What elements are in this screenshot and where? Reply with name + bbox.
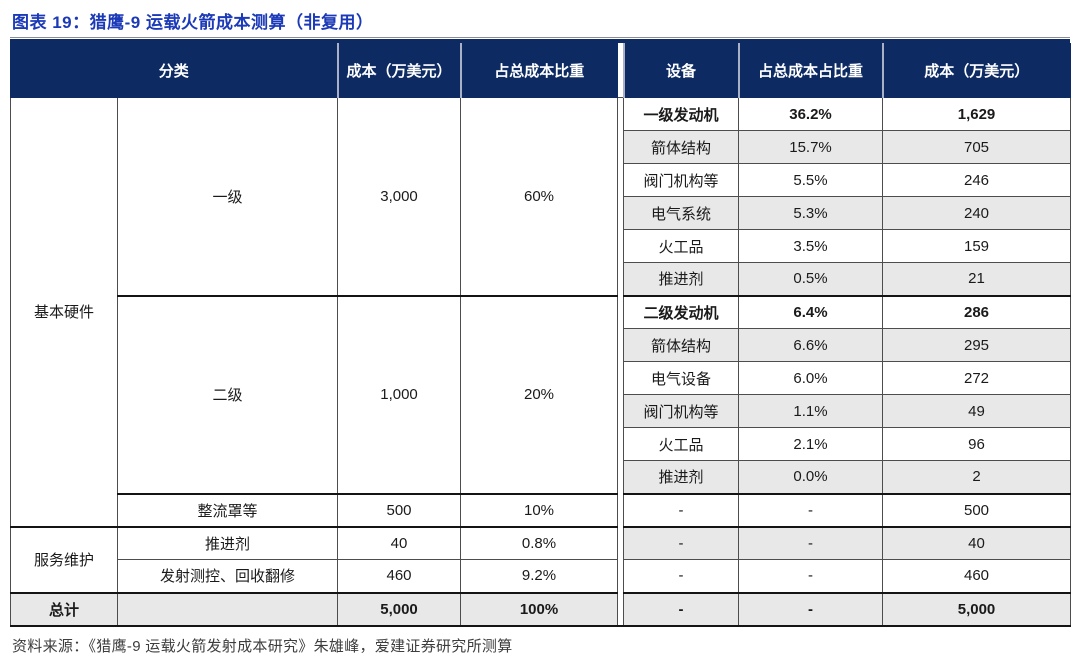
column-header-device: 设备 — [622, 43, 740, 98]
device-share-cell: 0.5% — [738, 262, 884, 296]
table-row: 火工品 3.5% 159 — [11, 229, 1072, 263]
device-cost-cell: 705 — [882, 130, 1072, 164]
table-row: 服务维护 推进剂 40 0.8% - -40 — [10, 525, 1072, 593]
device-share-cell: 5.5% — [738, 163, 884, 197]
device-share-cell: 0.0% — [738, 460, 884, 494]
table-row: 基本硬件 一级 3,000 60% 一级发动机 36.2% 1,629 — [10, 97, 1072, 627]
device-cell: - — [623, 525, 740, 560]
share-cell: 9.2% — [460, 559, 619, 593]
device-cost-cell: 500 — [882, 492, 1072, 527]
device-cell: 阀门机构等 — [623, 394, 740, 428]
device-cell: 箭体结构 — [623, 130, 740, 164]
device-cost-cell: 460 — [882, 559, 1072, 593]
header-row: 分类 成本（万美元） 占总成本比重 设备 占总成本占比重 成本（万美元） — [9, 43, 1072, 98]
device-cell: 箭体结构 — [623, 328, 740, 362]
device-share-cell: - — [738, 492, 884, 527]
cost-cell: 40 — [337, 525, 462, 560]
table-row: 阀门机构等 5.5% 246 — [11, 163, 1072, 197]
device-share-cell: - — [738, 559, 884, 593]
table-row: 二级 1,000 20% 二级发动机 6.4% 286 — [11, 294, 1072, 494]
table-row: 总计 5,000 100% - -5,000 — [10, 591, 1072, 627]
device-cell: - — [623, 492, 740, 527]
device-share-cell: 5.3% — [738, 196, 884, 230]
device-cell: 电气设备 — [623, 361, 740, 395]
device-cost-cell: 295 — [882, 328, 1072, 362]
column-header-device-share: 占总成本占比重 — [737, 43, 884, 98]
device-cost-cell: 2 — [882, 460, 1072, 494]
column-header-cost: 成本（万美元） — [336, 43, 462, 98]
table-row: 箭体结构 15.7% 705 — [11, 130, 1072, 164]
device-cost-cell: 246 — [882, 163, 1072, 197]
device-cell: - — [623, 559, 740, 593]
cost-table-header: 分类 成本（万美元） 占总成本比重 设备 占总成本占比重 成本（万美元） — [9, 43, 1072, 98]
device-cell: 电气系统 — [623, 196, 740, 230]
device-cell: 阀门机构等 — [623, 163, 740, 197]
cost-cell: 5,000 — [337, 591, 462, 627]
item-cell: 二级 — [116, 294, 339, 494]
table-row: 推进剂 0.5% 21 — [11, 262, 1072, 296]
share-cell: 0.8% — [460, 525, 619, 560]
device-share-cell: - — [738, 591, 884, 627]
device-share-cell: 36.2% — [738, 97, 884, 131]
device-cost-cell: 96 — [882, 427, 1072, 461]
device-cost-cell: 40 — [882, 525, 1072, 560]
cost-cell: 500 — [337, 492, 462, 527]
device-cell: 推进剂 — [623, 460, 740, 494]
table-row: 推进剂 0.0% 2 — [11, 460, 1072, 494]
device-share-cell: 3.5% — [738, 229, 884, 263]
column-header-category: 分类 — [9, 43, 339, 98]
device-cell: 推进剂 — [623, 262, 740, 296]
source-note: 资料来源：《猎鹰-9 运载火箭发射成本研究》朱雄峰，爱建证券研究所测算 — [12, 637, 513, 655]
figure-title: 图表 19：猎鹰-9 运载火箭成本测算（非复用） — [12, 13, 374, 32]
device-cell: 一级发动机 — [623, 97, 740, 131]
table-row: 火工品 2.1% 96 — [11, 427, 1072, 461]
table-row: 电气系统 5.3% 240 — [11, 196, 1072, 230]
column-header-share: 占总成本比重 — [459, 43, 619, 98]
table-row: 阀门机构等 1.1% 49 — [11, 394, 1072, 428]
device-share-cell: 6.0% — [738, 361, 884, 395]
title-divider — [10, 37, 1070, 43]
share-cell: 100% — [460, 591, 619, 627]
device-share-cell: 6.4% — [738, 294, 884, 329]
table-row: 整流罩等 500 10% - -500 — [11, 492, 1072, 527]
device-share-cell: - — [738, 525, 884, 560]
item-cell: 推进剂 — [116, 525, 339, 560]
cost-cell: 1,000 — [337, 294, 462, 494]
device-cost-cell: 240 — [882, 196, 1072, 230]
category-cell: 总计 — [10, 591, 118, 627]
device-share-cell: 1.1% — [738, 394, 884, 428]
device-cost-cell: 272 — [882, 361, 1072, 395]
device-cost-cell: 49 — [882, 394, 1072, 428]
device-cell: 火工品 — [623, 427, 740, 461]
share-cell: 60% — [460, 97, 619, 296]
device-cost-cell: 21 — [882, 262, 1072, 296]
device-share-cell: 15.7% — [738, 130, 884, 164]
device-share-cell: 2.1% — [738, 427, 884, 461]
share-cell: 20% — [460, 294, 619, 494]
device-cost-cell: 5,000 — [882, 591, 1072, 627]
share-cell: 10% — [460, 492, 619, 527]
device-cost-cell: 286 — [882, 294, 1072, 329]
category-cell: 服务维护 — [10, 525, 118, 593]
device-cell: 二级发动机 — [623, 294, 740, 329]
cost-table-body: 基本硬件 一级 3,000 60% 一级发动机 36.2% 1,629 箭体结构 15.7% 70… — [10, 97, 1072, 627]
device-cost-cell: 159 — [882, 229, 1072, 263]
cost-table: 分类 成本（万美元） 占总成本比重 设备 占总成本占比重 成本（万美元） 基本硬件 一级 3,… — [9, 43, 1072, 627]
device-share-cell: 6.6% — [738, 328, 884, 362]
item-cell: 发射测控、回收翻修 — [116, 559, 339, 593]
item-cell: 整流罩等 — [116, 492, 339, 527]
item-cell: 一级 — [116, 97, 339, 296]
device-cell: - — [623, 591, 740, 627]
column-header-device-cost: 成本（万美元） — [881, 43, 1072, 98]
item-cell — [116, 591, 339, 627]
table-row: 发射测控、回收翻修 460 9.2% - -460 — [11, 559, 1072, 593]
cost-cell: 460 — [337, 559, 462, 593]
device-cost-cell: 1,629 — [882, 97, 1072, 131]
cost-cell: 3,000 — [337, 97, 462, 296]
category-cell: 基本硬件 — [10, 97, 118, 527]
device-cell: 火工品 — [623, 229, 740, 263]
table-row: 箭体结构 6.6% 295 — [11, 328, 1072, 362]
